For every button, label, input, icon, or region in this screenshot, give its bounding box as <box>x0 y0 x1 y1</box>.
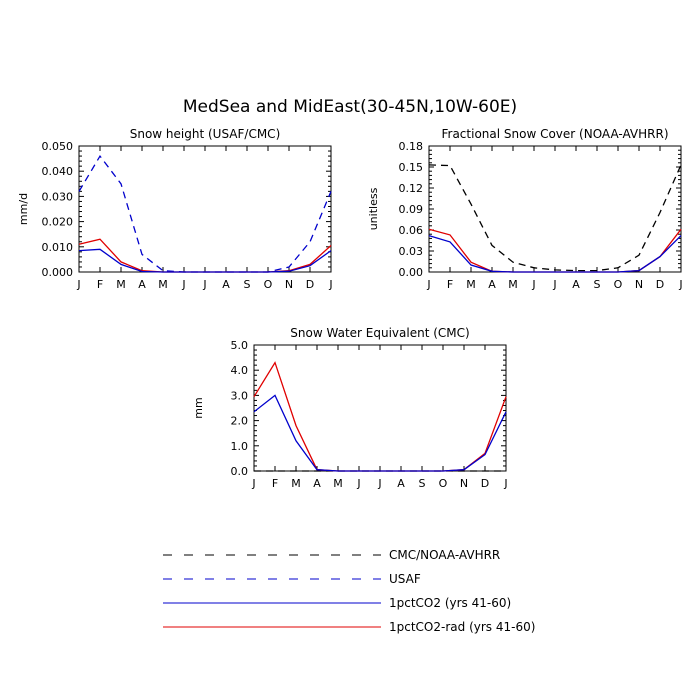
x-tick-label: M <box>333 477 343 490</box>
y-tick-label: 0.06 <box>399 224 424 237</box>
x-tick-label: N <box>285 278 293 291</box>
x-tick-label: J <box>181 278 185 291</box>
x-tick-label: M <box>158 278 168 291</box>
x-tick-label: M <box>116 278 126 291</box>
x-tick-label: A <box>313 477 321 490</box>
y-tick-label: 0.000 <box>42 266 74 279</box>
x-tick-label: A <box>222 278 230 291</box>
x-tick-label: F <box>447 278 453 291</box>
x-tick-label: S <box>594 278 601 291</box>
x-tick-label: J <box>356 477 360 490</box>
series-line-obs_usaf <box>78 154 332 273</box>
x-tick-label: J <box>531 278 535 291</box>
x-tick-label: J <box>202 278 206 291</box>
y-tick-label: 0.0 <box>231 465 249 478</box>
plot-frame <box>78 145 332 273</box>
y-axis-label: unitless <box>367 187 380 230</box>
y-tick-label: 0.12 <box>399 182 424 195</box>
y-tick-label: 0.00 <box>399 266 424 279</box>
panel-title: Snow Water Equivalent (CMC) <box>290 326 469 340</box>
y-tick-label: 0.050 <box>42 140 74 153</box>
panel-title: Snow height (USAF/CMC) <box>130 127 281 141</box>
x-tick-label: D <box>481 477 489 490</box>
x-tick-label: O <box>439 477 448 490</box>
panel-title: Fractional Snow Cover (NOAA-AVHRR) <box>441 127 668 141</box>
series-line-rad <box>428 228 682 273</box>
series-line-pct <box>428 234 682 273</box>
y-tick-label: 5.0 <box>231 339 249 352</box>
x-tick-label: O <box>264 278 273 291</box>
y-tick-label: 0.18 <box>399 140 424 153</box>
plot-frame <box>253 344 507 472</box>
x-tick-label: J <box>377 477 381 490</box>
x-tick-label: M <box>466 278 476 291</box>
x-tick-label: N <box>460 477 468 490</box>
chart-panel-2: Fractional Snow Cover (NOAA-AVHRR) unitle… <box>367 127 683 291</box>
y-tick-label: 0.09 <box>399 203 424 216</box>
y-tick-label: 0.15 <box>399 161 424 174</box>
x-tick-label: O <box>614 278 623 291</box>
chart-panel-3: Snow Water Equivalent (CMC)mmJ F M A M J J A S O N… <box>192 326 508 490</box>
series-line-rad <box>253 361 507 472</box>
chart-panel-1: Snow height (USAF/CMC)mm/dJ F M A M J J A S O N D J0… <box>17 127 333 291</box>
x-tick-label: J <box>503 477 507 490</box>
legend-label: 1pctCO2 (yrs 41-60) <box>389 596 511 610</box>
x-tick-label: N <box>635 278 643 291</box>
y-tick-label: 0.040 <box>42 165 74 178</box>
x-tick-label: M <box>291 477 301 490</box>
y-tick-label: 4.0 <box>231 364 249 377</box>
legend: CMC/NOAA-AVHRR USAF 1pctCO2 (yrs 41-60) 1pc… <box>163 548 535 634</box>
y-tick-label: 1.0 <box>231 440 249 453</box>
x-tick-label: A <box>572 278 580 291</box>
y-tick-label: 0.010 <box>42 241 74 254</box>
x-tick-label: S <box>419 477 426 490</box>
y-tick-label: 0.03 <box>399 245 424 258</box>
x-tick-label: D <box>656 278 664 291</box>
legend-label: CMC/NOAA-AVHRR <box>389 548 500 562</box>
x-tick-label: J <box>552 278 556 291</box>
y-tick-label: 0.030 <box>42 190 74 203</box>
plot-frame <box>428 145 682 273</box>
legend-label: 1pctCO2-rad (yrs 41-60) <box>389 620 535 634</box>
x-tick-label: J <box>328 278 332 291</box>
x-tick-label: A <box>488 278 496 291</box>
main-title: MedSea and MidEast(30-45N,10W-60E) <box>183 97 517 117</box>
x-tick-label: D <box>306 278 314 291</box>
series-line-obs_cmc <box>428 164 682 272</box>
legend-label: USAF <box>389 572 421 586</box>
x-tick-label: A <box>397 477 405 490</box>
y-tick-label: 0.020 <box>42 216 74 229</box>
x-tick-label: A <box>138 278 146 291</box>
x-tick-label: F <box>272 477 278 490</box>
x-tick-label: M <box>508 278 518 291</box>
x-tick-label: F <box>97 278 103 291</box>
x-tick-label: J <box>76 278 80 291</box>
y-tick-label: 3.0 <box>231 389 249 402</box>
x-tick-label: S <box>244 278 251 291</box>
x-tick-label: J <box>426 278 430 291</box>
series-line-pct <box>253 394 507 472</box>
x-tick-label: J <box>251 477 255 490</box>
x-tick-label: J <box>678 278 682 291</box>
y-axis-label: mm <box>192 397 205 418</box>
y-axis-label: mm/d <box>17 193 30 225</box>
y-tick-label: 2.0 <box>231 415 249 428</box>
series-line-pct <box>78 248 332 273</box>
